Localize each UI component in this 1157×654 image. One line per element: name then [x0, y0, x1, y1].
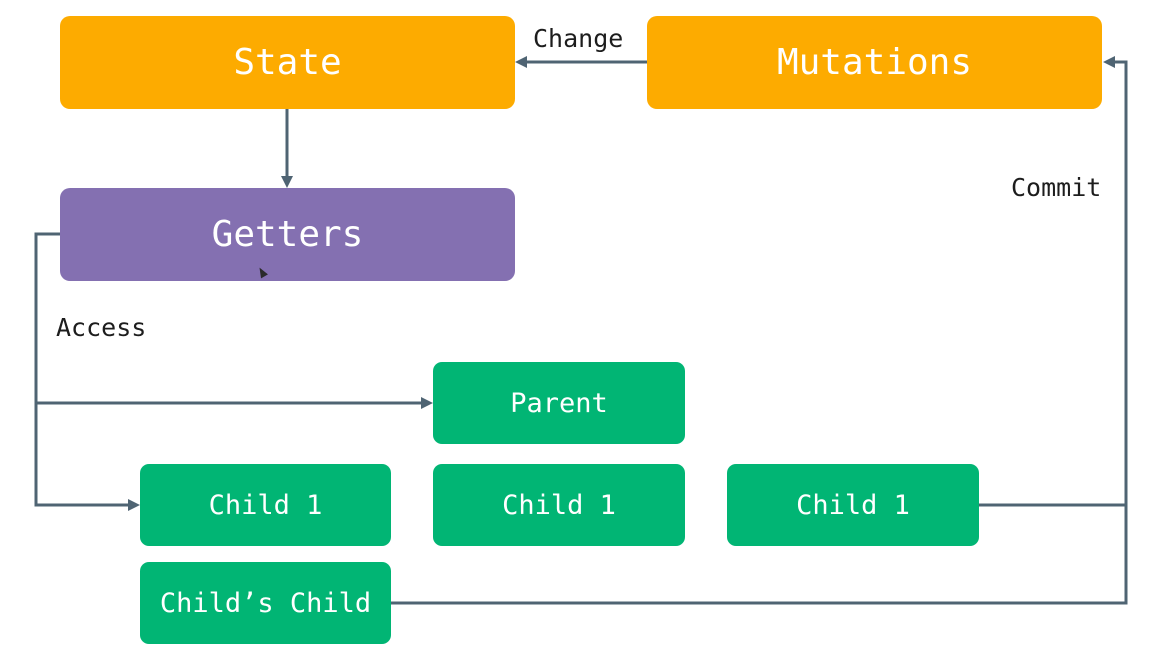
child-middle-label: Child 1	[502, 489, 616, 521]
getters-node: Getters	[60, 188, 515, 281]
access-parent-arrowhead	[421, 397, 433, 409]
parent-node: Parent	[433, 362, 685, 444]
mutations-node: Mutations	[647, 16, 1102, 109]
state-node: State	[60, 16, 515, 109]
childs-child-label: Child’s Child	[159, 587, 372, 619]
commit-arrowhead	[1103, 56, 1115, 68]
child-node-right: Child 1	[727, 464, 979, 546]
getters-label: Getters	[211, 214, 364, 255]
child-right-label: Child 1	[796, 489, 910, 521]
child-node-middle: Child 1	[433, 464, 685, 546]
access-edge-label: Access	[56, 313, 147, 342]
commit-edge	[979, 60, 1128, 507]
commit-edge-label: Commit	[1011, 173, 1102, 202]
change-edge-label: Change	[533, 24, 624, 53]
access-edge	[34, 232, 128, 507]
child-node-left: Child 1	[140, 464, 391, 546]
state-label: State	[233, 42, 342, 83]
parent-label: Parent	[510, 387, 608, 419]
child-left-label: Child 1	[208, 489, 323, 521]
state-getters-arrowhead	[281, 176, 293, 188]
commit-grandchild-edge	[391, 505, 1128, 605]
mutations-label: Mutations	[776, 42, 973, 83]
access-child-arrowhead	[128, 499, 140, 511]
childs-child-node: Child’s Child	[140, 562, 391, 644]
change-arrowhead	[515, 56, 527, 68]
